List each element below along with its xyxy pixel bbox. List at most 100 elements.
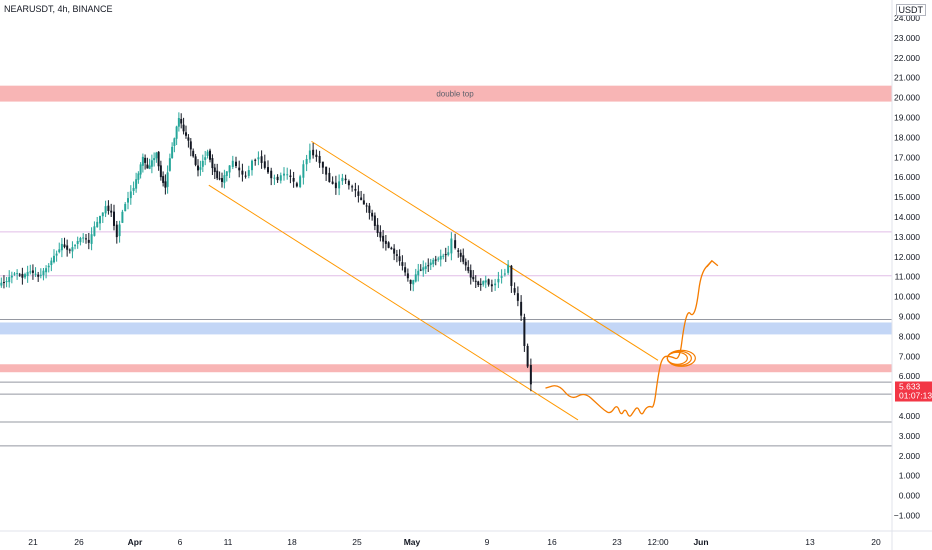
candle-body [0, 282, 3, 286]
candle-body [295, 183, 298, 187]
candle-body [341, 177, 344, 182]
price-tick-label: −1.000 [894, 511, 921, 521]
currency-label: USDT [895, 4, 926, 16]
channel-lower-line[interactable] [208, 184, 579, 421]
candle-body [474, 280, 477, 282]
price-tick-label: 9.000 [899, 312, 921, 322]
candle-body [384, 240, 387, 244]
candle-body [199, 167, 202, 170]
candle-body [454, 240, 457, 248]
candle-body [494, 283, 497, 286]
candle-body [58, 249, 61, 253]
horizontal-lines [0, 231, 892, 447]
candle-body [276, 176, 279, 181]
candle-body [390, 247, 393, 250]
candle-body [213, 167, 216, 173]
time-tick-label: May [404, 537, 421, 547]
candle-body [360, 197, 363, 201]
candle-body [257, 157, 260, 160]
candle-body [155, 152, 158, 159]
time-tick-label: Apr [128, 537, 143, 547]
price-tick-label: 1.000 [899, 471, 921, 481]
projection-arrowhead [706, 259, 719, 268]
candle-body [34, 273, 37, 275]
price-tick-label: 11.000 [895, 272, 921, 282]
candle-body [166, 172, 169, 187]
candle-body [409, 279, 412, 284]
price-tick-label: 18.000 [894, 132, 920, 142]
candle-body [251, 160, 253, 171]
candle-body [417, 270, 420, 276]
candle-body [55, 253, 58, 256]
candle-body [26, 271, 29, 276]
candle-body [365, 205, 368, 207]
candle-body [13, 273, 16, 275]
candle-body [209, 150, 211, 160]
time-tick-label: 13 [805, 537, 815, 547]
candle-body [104, 206, 107, 214]
candle-body [201, 160, 204, 167]
candle-body [192, 150, 195, 157]
candle-body [39, 274, 42, 276]
candle-body [96, 221, 99, 228]
price-axis[interactable]: 24.000 23.000 22.000 21.000 20.000 19.000 18.0… [891, 0, 921, 550]
candle-body [479, 283, 482, 285]
candle-body [312, 149, 315, 156]
candle-body [241, 170, 244, 175]
candle-body [144, 157, 147, 163]
candle-body [347, 181, 350, 186]
candle-body [124, 203, 127, 212]
candle-body [148, 165, 151, 169]
candle-body [18, 274, 21, 276]
price-tick-label: 8.000 [899, 331, 921, 341]
candle-body [334, 182, 337, 189]
candle-body [424, 266, 427, 269]
candle-body [118, 224, 121, 237]
candle-body [63, 244, 66, 248]
candle-body [87, 239, 90, 243]
candle-body [283, 173, 285, 176]
candle-body [182, 124, 185, 132]
candle-body [459, 252, 462, 257]
candle-body [31, 270, 34, 273]
candle-body [29, 271, 32, 273]
candle-body [523, 317, 526, 346]
candle-body [79, 238, 82, 243]
candle-body [66, 245, 69, 250]
candle-body [422, 267, 425, 271]
projection-drawing[interactable] [545, 259, 719, 417]
price-tick-label: 7.000 [899, 351, 921, 361]
candle-body [437, 258, 440, 260]
projection-path[interactable] [545, 260, 713, 417]
candle-body [99, 216, 101, 224]
time-tick-label: 12:00 [647, 537, 669, 547]
candle-body [107, 205, 110, 211]
candle-body [141, 156, 144, 166]
time-axis[interactable]: 21 26 Apr 6 11 18 25 May 9 16 23 12:00 Jun 13 20 [0, 530, 932, 547]
candle-body [368, 205, 371, 213]
candle-body [24, 274, 27, 278]
price-tick-label: 19.000 [894, 113, 920, 123]
candle-body [477, 281, 480, 286]
candle-body [434, 259, 437, 261]
candle-body [382, 235, 385, 242]
candle-body [175, 126, 178, 139]
descending-channel[interactable] [208, 140, 659, 421]
candle-body [177, 118, 180, 127]
channel-upper-line[interactable] [311, 140, 659, 361]
candle-body [173, 138, 176, 146]
candle-body [168, 158, 171, 171]
candle-body [8, 277, 11, 283]
candle-body [442, 255, 445, 257]
candle-body [289, 175, 292, 177]
candle-body [153, 158, 156, 161]
candle-body [225, 171, 228, 176]
candle-body [469, 270, 472, 278]
candle-body [267, 167, 269, 173]
candle-body [351, 186, 354, 188]
candle-body [387, 242, 390, 248]
candle-body [429, 262, 432, 266]
candle-body [457, 250, 460, 252]
candle-body [393, 248, 396, 254]
